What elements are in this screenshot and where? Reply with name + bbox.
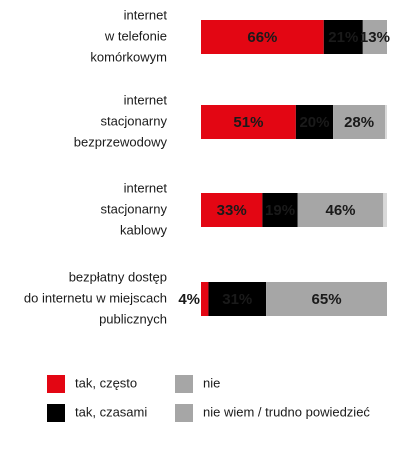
category-label: internet: [124, 180, 168, 195]
value-label: 19%: [265, 202, 295, 219]
bar-segment: [266, 282, 387, 316]
category-label: w telefonie: [104, 28, 167, 43]
category-label: stacjonarny: [101, 113, 168, 128]
value-label: 20%: [299, 114, 329, 131]
bar-segment: [262, 193, 298, 227]
value-label: 65%: [312, 291, 342, 308]
bar-segment: [383, 193, 387, 227]
value-label: 28%: [344, 114, 374, 131]
legend-label: nie: [203, 375, 220, 390]
legend-label: tak, często: [75, 375, 137, 390]
category-label: komórkowym: [90, 49, 167, 64]
bar-segment: [362, 20, 387, 54]
category-label: bezpłatny dostęp: [69, 269, 167, 284]
bar-segment: [333, 105, 386, 139]
bar-segment: [295, 105, 334, 139]
value-label: 21%: [328, 29, 358, 46]
bar-segment: [385, 105, 387, 139]
bar-segment: [201, 193, 263, 227]
legend-swatch: [175, 375, 193, 393]
category-label: stacjonarny: [101, 201, 168, 216]
category-label: internet: [124, 7, 168, 22]
bar-segment: [297, 193, 384, 227]
legend-swatch: [47, 404, 65, 422]
bar-segment: [201, 282, 209, 316]
legend-swatch: [175, 404, 193, 422]
value-label: 31%: [222, 291, 252, 308]
category-label: do internetu w miejscach: [24, 290, 167, 305]
category-label: kablowy: [120, 222, 167, 237]
value-label: 13%: [360, 29, 390, 46]
value-label: 46%: [325, 202, 355, 219]
category-label: internet: [124, 92, 168, 107]
legend-label: nie wiem / trudno powiedzieć: [203, 404, 370, 419]
legend-label: tak, czasami: [75, 404, 147, 419]
bar-segment: [323, 20, 363, 54]
bar-segment: [208, 282, 267, 316]
bar-segment: [201, 20, 324, 54]
category-label: bezprzewodowy: [74, 134, 168, 149]
bar-segment: [201, 105, 296, 139]
legend-swatch: [47, 375, 65, 393]
value-label: 4%: [178, 291, 200, 308]
value-label: 51%: [233, 114, 263, 131]
value-label: 66%: [247, 29, 277, 46]
value-label: 33%: [217, 202, 247, 219]
category-label: publicznych: [99, 311, 167, 326]
